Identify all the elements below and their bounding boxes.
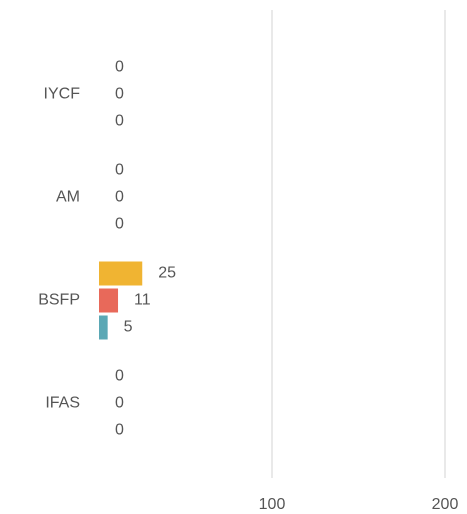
bar: [99, 261, 143, 286]
bar: [99, 315, 108, 340]
data-label: 0: [115, 422, 124, 439]
data-label: 0: [115, 368, 124, 385]
data-label: 0: [115, 189, 124, 206]
y-tick-label: AM: [56, 189, 80, 206]
y-tick-label: IYCF: [44, 86, 81, 103]
data-label: 0: [115, 86, 124, 103]
y-tick-label: BSFP: [38, 292, 80, 309]
y-tick-label: IFAS: [45, 395, 80, 412]
x-tick-label: 200: [432, 496, 459, 513]
x-tick-label: 100: [259, 496, 286, 513]
data-label: 0: [115, 395, 124, 412]
data-label: 0: [115, 113, 124, 130]
data-label: 0: [115, 162, 124, 179]
data-label: 5: [124, 319, 133, 336]
data-label: 11: [134, 292, 151, 309]
data-label: 0: [115, 216, 124, 233]
data-label: 25: [158, 265, 176, 282]
bar: [99, 288, 119, 313]
data-label: 0: [115, 59, 124, 76]
